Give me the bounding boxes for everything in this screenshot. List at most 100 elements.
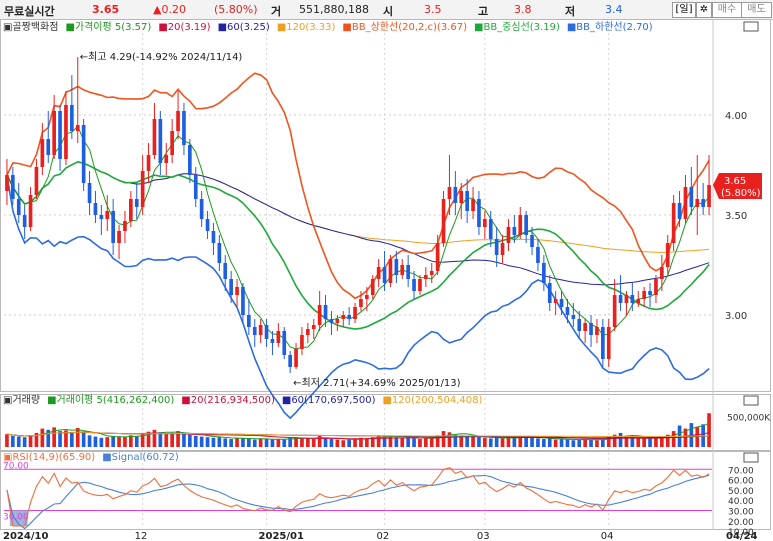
volume-bar (654, 437, 658, 447)
candle-body (559, 299, 564, 307)
volume-legend-item: ■120(200,504,408) (382, 395, 482, 406)
candle-body (247, 315, 251, 327)
volume-bar (294, 437, 298, 447)
candle-body (211, 231, 216, 243)
volume-bar (471, 436, 475, 447)
volume-bar (624, 435, 629, 447)
volume-bar (518, 436, 523, 447)
candle-body (329, 319, 334, 323)
candle-body (477, 199, 481, 227)
volume-bar (606, 436, 611, 447)
rsi-tick-label: 10.00 (728, 528, 754, 538)
candle-body (223, 263, 228, 279)
volume-bar (406, 437, 410, 447)
high-value: 3.8 (514, 3, 532, 16)
volume-bar (612, 434, 617, 447)
candle-body (447, 187, 452, 199)
price-legend-item: ■BB_상한선(20,2,c)(3.67) (342, 21, 467, 33)
volume-bar (577, 439, 582, 447)
volume-bar (64, 430, 68, 447)
candle-body (117, 231, 121, 243)
candle-body (453, 187, 458, 203)
volume-bar (400, 437, 405, 447)
volume-bar (512, 437, 517, 447)
volume-bar (382, 436, 387, 447)
price-panel-frame (0, 19, 771, 392)
open-value: 3.5 (424, 3, 442, 16)
volume-bar (247, 439, 251, 447)
candle-body (654, 279, 658, 295)
price-legend-item: ■가격이평 5(3.57) (65, 20, 151, 33)
price-legend-item: ▣골짱백화점 (3, 21, 58, 33)
candle-body (553, 299, 558, 303)
candle-body (412, 279, 416, 291)
candle-body (353, 307, 357, 319)
candle-body (483, 219, 487, 227)
bb-upper-line (6, 72, 710, 300)
candle-body (494, 239, 499, 255)
candle-body (217, 243, 222, 263)
price-legend-item: ■20(3.19) (158, 22, 210, 33)
candle-body (488, 219, 493, 239)
period-button[interactable]: [일] (672, 2, 696, 18)
volume-ma120-line (6, 431, 710, 437)
volume-bar (158, 432, 163, 447)
rsi-tick-label: 30.00 (728, 508, 754, 518)
candle-body (612, 295, 617, 327)
candle-body (601, 327, 605, 359)
candle-body (93, 203, 98, 215)
volume-bar (264, 439, 269, 447)
volume-bar (205, 437, 210, 447)
candle-body (500, 243, 505, 255)
volume-bar (642, 438, 646, 447)
volume-bar (453, 434, 458, 447)
price-change-pct: (5.80%) (214, 3, 258, 16)
gear-icon[interactable]: ✲ (696, 2, 712, 18)
last-price-marker (713, 173, 762, 199)
candle-body (58, 111, 62, 159)
candle-body (70, 105, 74, 131)
volume-bar (258, 438, 263, 447)
volume-bar (75, 428, 80, 447)
volume-bar (93, 436, 98, 447)
candle-body (359, 299, 363, 307)
volume-bar (217, 437, 222, 447)
candle-body (512, 227, 517, 235)
candle-body (140, 171, 145, 207)
candle-body (365, 295, 369, 299)
candle-body (87, 183, 92, 203)
candle-body (323, 305, 328, 319)
candle-body (176, 111, 180, 131)
volume-bar (164, 434, 169, 447)
rsi-guide-label: 70.00 (3, 461, 29, 471)
volume-bar (429, 438, 434, 447)
candle-body (689, 187, 694, 207)
candle-body (583, 323, 587, 331)
candle-body (258, 325, 263, 335)
low-price-annotation: ←최저 2.71(+34.69% 2025/01/13) (293, 377, 460, 389)
volume-bar (117, 436, 121, 447)
candle-body (52, 111, 56, 155)
volume-bar (435, 435, 440, 447)
volume-bar (134, 436, 139, 447)
volume-bar (276, 439, 281, 447)
candle-body (276, 331, 281, 343)
volume-bar (601, 439, 605, 447)
date-tick-label: 04 (601, 531, 614, 541)
candle-body (11, 175, 15, 199)
buy-tab[interactable]: 매수 (712, 2, 742, 18)
volume-bar (359, 437, 363, 447)
candle-body (317, 305, 322, 325)
sell-tab[interactable]: 매도 (741, 2, 772, 18)
candle-body (665, 243, 670, 267)
rsi-overbought-fill (446, 467, 453, 470)
volume-bar (341, 440, 346, 447)
candle-body (170, 131, 174, 155)
rsi-panel-toggle-icon (743, 452, 759, 463)
volume-bar (388, 435, 393, 447)
candle-body (388, 259, 393, 283)
volume-bar (542, 439, 546, 447)
candle-body (188, 145, 192, 175)
volume-bar (329, 439, 334, 447)
volume-bar (589, 439, 593, 447)
